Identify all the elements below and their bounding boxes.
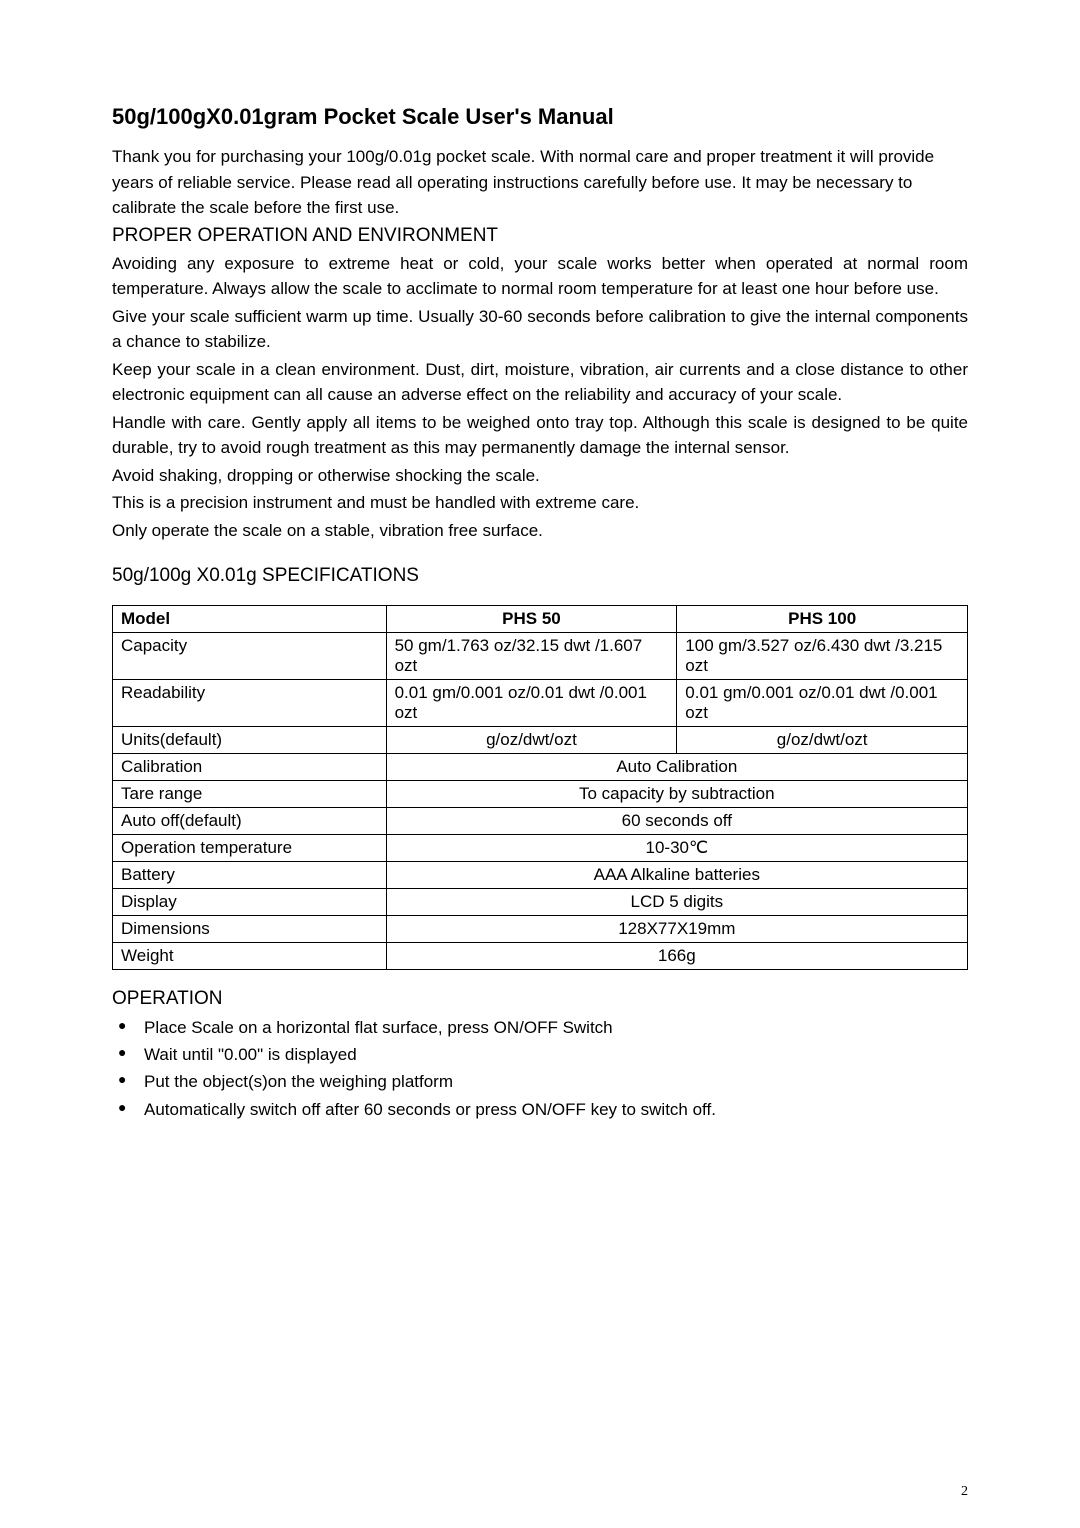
table-cell-value: To capacity by subtraction	[386, 781, 967, 808]
table-cell-value: 0.01 gm/0.001 oz/0.01 dwt /0.001 ozt	[677, 680, 968, 727]
table-row: Readability0.01 gm/0.001 oz/0.01 dwt /0.…	[113, 680, 968, 727]
paragraph: Keep your scale in a clean environment. …	[112, 357, 968, 408]
document-title: 50g/100gX0.01gram Pocket Scale User's Ma…	[112, 104, 968, 130]
table-cell-value: 100 gm/3.527 oz/6.430 dwt /3.215 ozt	[677, 633, 968, 680]
table-cell-label: Weight	[113, 943, 387, 970]
table-row: CalibrationAuto Calibration	[113, 754, 968, 781]
table-row: Units(default)g/oz/dwt/oztg/oz/dwt/ozt	[113, 727, 968, 754]
section-heading-environment: PROPER OPERATION AND ENVIRONMENT	[112, 225, 968, 247]
table-cell-value: 10-30℃	[386, 835, 967, 862]
paragraph: Only operate the scale on a stable, vibr…	[112, 518, 968, 544]
table-cell-label: Operation temperature	[113, 835, 387, 862]
table-header-cell: PHS 50	[386, 606, 677, 633]
table-cell-value: 128X77X19mm	[386, 916, 967, 943]
table-row: Auto off(default)60 seconds off	[113, 808, 968, 835]
table-row: Weight166g	[113, 943, 968, 970]
table-header-cell: PHS 100	[677, 606, 968, 633]
table-cell-label: Battery	[113, 862, 387, 889]
table-row: DisplayLCD 5 digits	[113, 889, 968, 916]
list-item: Wait until "0.00" is displayed	[112, 1041, 968, 1068]
table-cell-value: g/oz/dwt/ozt	[677, 727, 968, 754]
table-cell-label: Auto off(default)	[113, 808, 387, 835]
table-header-row: ModelPHS 50PHS 100	[113, 606, 968, 633]
paragraph: Give your scale sufficient warm up time.…	[112, 304, 968, 355]
table-cell-label: Units(default)	[113, 727, 387, 754]
table-cell-value: 166g	[386, 943, 967, 970]
specifications-table: ModelPHS 50PHS 100Capacity50 gm/1.763 oz…	[112, 605, 968, 970]
list-item: Place Scale on a horizontal flat surface…	[112, 1014, 968, 1041]
table-cell-value: LCD 5 digits	[386, 889, 967, 916]
operation-list: Place Scale on a horizontal flat surface…	[112, 1014, 968, 1123]
list-item: Automatically switch off after 60 second…	[112, 1096, 968, 1123]
paragraph: This is a precision instrument and must …	[112, 490, 968, 516]
page-number: 2	[961, 1484, 968, 1500]
table-row: BatteryAAA Alkaline batteries	[113, 862, 968, 889]
page-container: 50g/100gX0.01gram Pocket Scale User's Ma…	[0, 0, 1080, 1528]
table-row: Capacity50 gm/1.763 oz/32.15 dwt /1.607 …	[113, 633, 968, 680]
table-row: Dimensions128X77X19mm	[113, 916, 968, 943]
table-cell-label: Calibration	[113, 754, 387, 781]
table-cell-value: AAA Alkaline batteries	[386, 862, 967, 889]
intro-paragraph: Thank you for purchasing your 100g/0.01g…	[112, 144, 968, 221]
table-cell-label: Display	[113, 889, 387, 916]
table-cell-label: Capacity	[113, 633, 387, 680]
table-cell-label: Readability	[113, 680, 387, 727]
table-row: Tare rangeTo capacity by subtraction	[113, 781, 968, 808]
table-cell-value: 50 gm/1.763 oz/32.15 dwt /1.607 ozt	[386, 633, 677, 680]
section-heading-operation: OPERATION	[112, 988, 968, 1010]
section-heading-specs: 50g/100g X0.01g SPECIFICATIONS	[112, 565, 968, 587]
table-cell-value: 0.01 gm/0.001 oz/0.01 dwt /0.001 ozt	[386, 680, 677, 727]
table-cell-label: Dimensions	[113, 916, 387, 943]
paragraph: Handle with care. Gently apply all items…	[112, 410, 968, 461]
table-row: Operation temperature10-30℃	[113, 835, 968, 862]
table-cell-value: Auto Calibration	[386, 754, 967, 781]
paragraph: Avoiding any exposure to extreme heat or…	[112, 251, 968, 302]
paragraph: Avoid shaking, dropping or otherwise sho…	[112, 463, 968, 489]
table-header-cell: Model	[113, 606, 387, 633]
table-body: ModelPHS 50PHS 100Capacity50 gm/1.763 oz…	[113, 606, 968, 970]
table-cell-value: g/oz/dwt/ozt	[386, 727, 677, 754]
table-cell-value: 60 seconds off	[386, 808, 967, 835]
table-cell-label: Tare range	[113, 781, 387, 808]
list-item: Put the object(s)on the weighing platfor…	[112, 1068, 968, 1095]
